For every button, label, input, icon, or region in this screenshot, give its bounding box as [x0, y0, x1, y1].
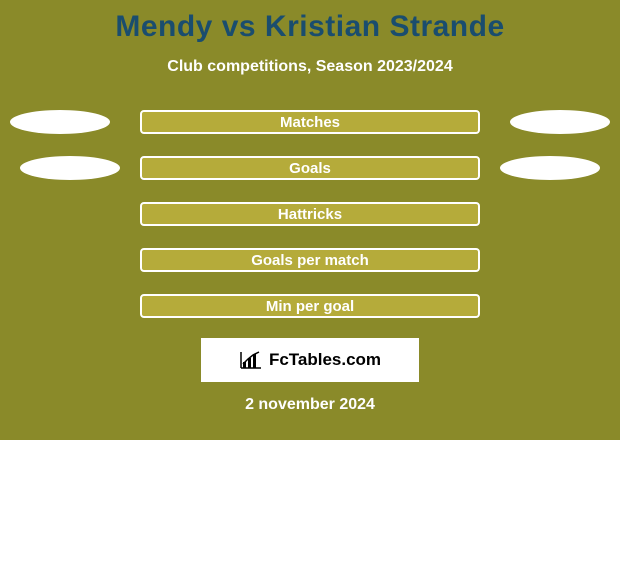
stat-label: Min per goal	[266, 298, 354, 315]
date-text: 2 november 2024	[0, 396, 620, 414]
left-value-blob	[10, 110, 110, 134]
subtitle: Club competitions, Season 2023/2024	[0, 58, 620, 76]
left-value-blob	[20, 156, 120, 180]
page-title: Mendy vs Kristian Strande	[0, 10, 620, 44]
stat-label: Goals per match	[251, 252, 369, 269]
comparison-card: Mendy vs Kristian Strande Club competiti…	[0, 0, 620, 440]
stat-label: Hattricks	[278, 206, 342, 223]
stat-bar: Goals	[140, 156, 480, 180]
stat-row: Matches	[0, 110, 620, 134]
logo-text: FcTables.com	[269, 350, 381, 370]
stat-label: Matches	[280, 114, 340, 131]
stats-container: Matches Goals Hattricks Goals per match Min …	[0, 110, 620, 318]
stat-label: Goals	[289, 160, 331, 177]
chart-icon	[239, 350, 263, 370]
stat-row: Goals	[0, 156, 620, 180]
logo-box: FcTables.com	[201, 338, 419, 382]
stat-bar: Min per goal	[140, 294, 480, 318]
stat-bar: Matches	[140, 110, 480, 134]
stat-row: Hattricks	[0, 202, 620, 226]
stat-row: Min per goal	[0, 294, 620, 318]
stat-row: Goals per match	[0, 248, 620, 272]
right-value-blob	[510, 110, 610, 134]
right-value-blob	[500, 156, 600, 180]
stat-bar: Goals per match	[140, 248, 480, 272]
stat-bar: Hattricks	[140, 202, 480, 226]
